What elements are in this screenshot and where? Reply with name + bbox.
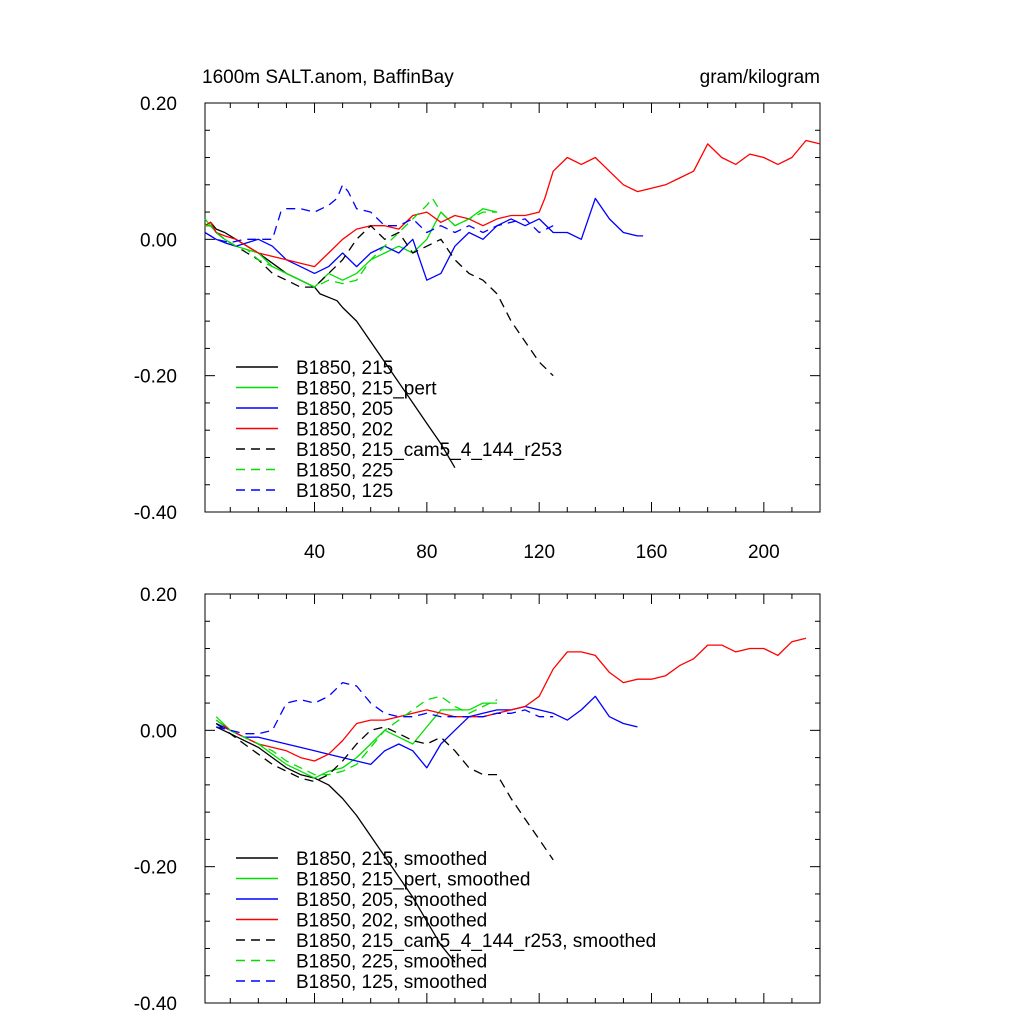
plot-frame	[204, 593, 821, 1004]
legend-label: B1850, 215	[296, 358, 393, 379]
series-line-4	[204, 139, 821, 268]
series-line-1	[204, 221, 456, 469]
legend-label: B1850, 125	[296, 481, 393, 502]
x-tick-label: 200	[748, 542, 780, 563]
legend-label: B1850, 225, smoothed	[296, 952, 487, 973]
series-line-7	[204, 184, 554, 244]
series-line-6	[205, 197, 498, 288]
series-line-5	[215, 722, 554, 861]
y-tick-label: -0.40	[134, 503, 177, 524]
y-tick-label: 0.00	[140, 721, 177, 742]
legend-label: B1850, 225	[296, 461, 393, 482]
series-line-4	[215, 637, 807, 762]
legend-label: B1850, 205, smoothed	[296, 890, 487, 911]
plot-frame	[204, 102, 821, 513]
legend-label: B1850, 125, smoothed	[296, 972, 487, 993]
legend-label: B1850, 215_cam5_4_144_r253, smoothed	[296, 931, 656, 952]
y-tick-label: 0.20	[140, 585, 177, 606]
legend-label: B1850, 215_cam5_4_144_r253	[296, 440, 562, 461]
y-tick-label: -0.20	[134, 367, 177, 388]
y-tick-label: -0.40	[134, 994, 177, 1015]
y-tick-label: 0.20	[140, 94, 177, 115]
legend-label: B1850, 202	[296, 420, 393, 441]
x-tick-label: 40	[304, 542, 325, 563]
legend-label: B1850, 202, smoothed	[296, 911, 487, 932]
legend-label: B1850, 215, smoothed	[296, 849, 487, 870]
series-line-7	[216, 681, 554, 735]
series-line-5	[205, 225, 554, 377]
x-tick-label: 120	[523, 542, 555, 563]
y-tick-label: 0.00	[140, 230, 177, 251]
series-line-3	[204, 197, 644, 281]
series-line-2	[215, 702, 498, 779]
chart-title-right: gram/kilogram	[700, 67, 820, 88]
x-tick-label: 80	[416, 542, 437, 563]
chart-panel-1: 40 80 120 160 200 0.20 0.00 -0.20 -0.40 B1850, 21…	[134, 94, 821, 563]
chart-title-left: 1600m SALT.anom, BaffinBay	[202, 67, 454, 88]
series-line-6	[215, 695, 498, 776]
x-tick-label: 160	[636, 542, 668, 563]
series-line-3	[215, 695, 638, 769]
y-tick-label: -0.20	[134, 858, 177, 879]
legend-label: B1850, 205	[296, 399, 393, 420]
legend-label: B1850, 215_pert	[296, 379, 437, 400]
legend-label: B1850, 215_pert, smoothed	[296, 870, 531, 891]
series-line-1	[215, 726, 456, 963]
